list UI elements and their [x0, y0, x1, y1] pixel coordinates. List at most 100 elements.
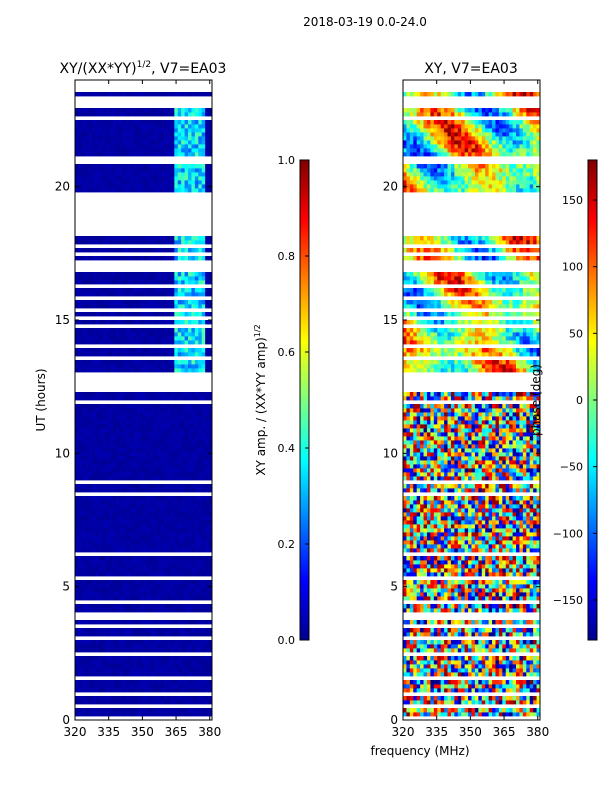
amp-cell	[184, 528, 189, 533]
amp-cell	[88, 412, 93, 417]
amp-cell	[81, 272, 86, 277]
amp-cell	[129, 680, 134, 685]
amp-cell	[75, 280, 79, 285]
amp-cell	[98, 680, 103, 685]
amp-cell	[201, 632, 206, 637]
amp-cell	[105, 360, 110, 365]
amp-cell	[194, 300, 199, 305]
amp-cell	[109, 656, 114, 661]
amp-cell	[167, 168, 172, 173]
amp-cell	[174, 580, 179, 585]
amp-cell	[157, 328, 162, 333]
amp-cell	[102, 528, 107, 533]
amp-cell	[205, 152, 209, 157]
amp-cell	[75, 312, 79, 317]
amp-cell	[109, 352, 114, 357]
amp-cell	[112, 568, 117, 573]
amp-cell	[92, 608, 96, 613]
amp-cell	[81, 340, 86, 345]
amp-cell	[201, 644, 206, 649]
amp-cell	[188, 188, 192, 193]
amp-cell	[102, 572, 107, 577]
amp-cell	[75, 352, 79, 357]
amp-cell	[146, 140, 151, 145]
amp-cell	[140, 568, 144, 573]
amp-cell	[85, 448, 90, 453]
amp-cell	[81, 300, 86, 305]
phase-cell	[498, 688, 503, 693]
amp-cell	[102, 580, 107, 585]
amp-cell	[153, 236, 158, 241]
amp-cell	[133, 364, 138, 369]
amp-cell	[194, 448, 199, 453]
amp-cell	[184, 544, 189, 549]
amp-cell	[136, 304, 141, 309]
amp-cell	[98, 416, 103, 421]
amp-cell	[122, 136, 127, 141]
amp-cell	[201, 528, 206, 533]
amp-cell	[85, 592, 90, 597]
amp-cell	[105, 92, 110, 97]
amp-cell	[167, 420, 172, 425]
amp-cell	[102, 360, 107, 365]
amp-cell	[181, 248, 185, 253]
amp-cell	[119, 604, 124, 609]
amp-cell	[160, 248, 165, 253]
amp-cell	[208, 452, 212, 457]
amp-cell	[208, 368, 212, 373]
amp-cell	[174, 536, 179, 541]
amp-cell	[143, 132, 148, 137]
amp-cell	[205, 556, 209, 561]
amp-cell	[88, 700, 93, 705]
amp-cell	[105, 120, 110, 125]
amp-cell	[129, 604, 134, 609]
amp-cell	[143, 128, 148, 133]
amp-cell	[119, 184, 124, 189]
amp-cell	[160, 592, 165, 597]
amp-cell	[109, 528, 114, 533]
amp-cell	[177, 632, 182, 637]
amp-cell	[164, 440, 168, 445]
amp-cell	[105, 672, 110, 677]
amp-cell	[85, 672, 90, 677]
amp-cell	[205, 164, 209, 169]
phase-cell	[457, 660, 462, 665]
amp-cell	[198, 656, 203, 661]
amp-cell	[75, 540, 79, 545]
phase-cell	[403, 712, 407, 717]
amp-cell	[122, 92, 127, 97]
amp-cell	[153, 144, 158, 149]
amp-cell	[133, 592, 138, 597]
amp-cell	[170, 112, 175, 117]
amp-cell	[119, 392, 124, 397]
amp-cell	[122, 172, 127, 177]
amp-cell	[174, 140, 179, 145]
amp-cell	[85, 680, 90, 685]
amp-cell	[133, 580, 138, 585]
amp-cell	[191, 584, 196, 589]
amp-cell	[205, 312, 209, 317]
amp-cell	[191, 248, 196, 253]
amp-cell	[109, 532, 114, 537]
amp-cell	[191, 496, 196, 501]
amp-cell	[143, 700, 148, 705]
amp-colorbar: 0.00.20.40.60.81.0 XY amp. / (XX*YY amp)…	[253, 154, 310, 647]
amp-cell	[92, 464, 96, 469]
phase-cell	[536, 644, 540, 649]
amp-panel-title: XY/(XX*YY)1/2, V7=EA03	[60, 60, 227, 77]
amp-cell	[167, 304, 172, 309]
amp-cell	[194, 132, 199, 137]
amp-cell	[194, 440, 199, 445]
phase-cell	[457, 672, 462, 677]
amp-cell	[122, 256, 127, 261]
amp-cell	[75, 644, 79, 649]
amp-cell	[133, 176, 138, 181]
amp-cell	[126, 396, 131, 401]
amp-cell	[160, 604, 165, 609]
amp-cell	[160, 460, 165, 465]
phase-cell	[430, 712, 435, 717]
amp-cell	[81, 484, 86, 489]
amp-cell	[109, 628, 114, 633]
amp-cell	[129, 464, 134, 469]
amp-cell	[140, 484, 144, 489]
